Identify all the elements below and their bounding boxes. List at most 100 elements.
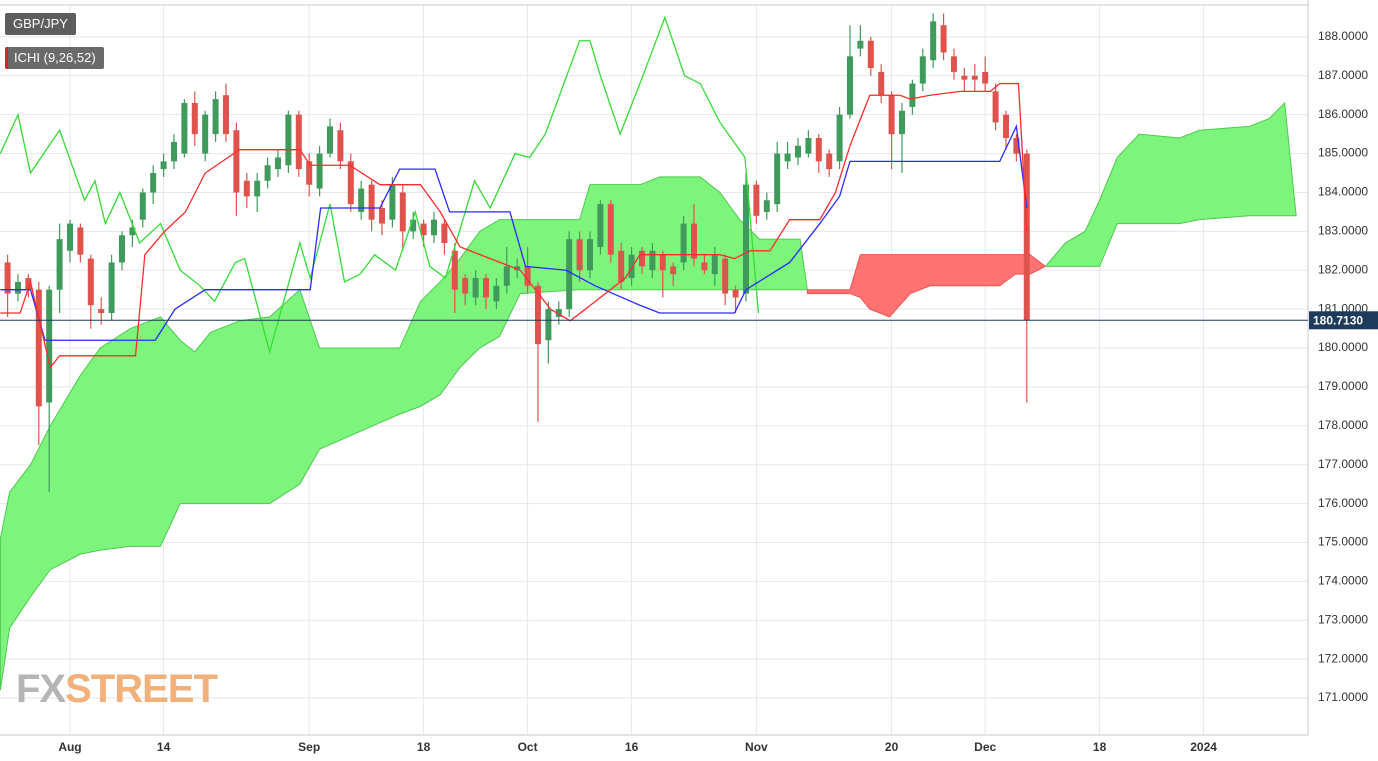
y-tick-label: 188.0000 <box>1318 29 1368 43</box>
candle-body <box>888 95 895 135</box>
candle-body <box>566 239 573 310</box>
candle-body <box>836 114 843 162</box>
candle-body <box>306 161 313 185</box>
y-tick-label: 182.0000 <box>1318 262 1368 276</box>
candle-body <box>815 138 822 162</box>
candle-body <box>1023 153 1030 321</box>
candle-body <box>659 254 666 271</box>
candle-body <box>316 153 323 189</box>
watermark-suffix: STREET <box>65 667 217 711</box>
candle-body <box>742 184 749 294</box>
cloud <box>1044 101 1297 267</box>
candle-body <box>961 75 968 80</box>
candle-body <box>399 192 406 232</box>
candle-body <box>326 126 333 154</box>
candle-body <box>77 227 84 255</box>
y-tick-label: 185.0000 <box>1318 146 1368 160</box>
x-tick-label: 20 <box>885 740 899 754</box>
candle-body <box>202 114 209 154</box>
candle-body <box>857 40 864 49</box>
candle-body <box>597 204 604 247</box>
x-tick-label: Dec <box>974 740 996 754</box>
cloud <box>806 254 1047 318</box>
candle-body <box>711 254 718 275</box>
candle-body <box>950 56 957 72</box>
candle-body <box>576 239 583 271</box>
candle-body <box>618 250 625 282</box>
candle-body <box>66 223 73 251</box>
candle-body <box>763 200 770 212</box>
y-tick-label: 178.0000 <box>1318 418 1368 432</box>
candle-body <box>98 309 105 314</box>
x-tick-label: 2024 <box>1190 740 1217 754</box>
candle-body <box>181 103 188 154</box>
y-tick-label: 176.0000 <box>1318 496 1368 510</box>
candle-body <box>35 289 42 407</box>
candle-body <box>545 309 552 341</box>
y-tick-label: 174.0000 <box>1318 574 1368 588</box>
candle-body <box>472 278 479 298</box>
candle-body <box>337 130 344 162</box>
x-tick-label: 18 <box>1093 740 1107 754</box>
candle-body <box>555 309 562 317</box>
candle-body <box>14 281 21 294</box>
y-tick-label: 180.0000 <box>1318 340 1368 354</box>
candle-body <box>4 262 11 294</box>
candle-body <box>514 266 521 271</box>
y-tick-label: 179.0000 <box>1318 379 1368 393</box>
candle-body <box>503 266 510 286</box>
y-tick-label: 173.0000 <box>1318 612 1368 626</box>
candle-body <box>358 188 365 212</box>
candle-body <box>264 165 271 181</box>
y-tick-label: 171.0000 <box>1318 690 1368 704</box>
candle-body <box>233 130 240 193</box>
x-tick-label: 18 <box>417 740 431 754</box>
candle-body <box>108 262 115 314</box>
symbol-label: GBP/JPY <box>5 13 76 35</box>
candle-body <box>628 254 635 279</box>
candle-body <box>1002 114 1009 139</box>
indicator-label: ICHI (9,26,52) <box>5 47 104 69</box>
candle-body <box>524 266 531 286</box>
candle-body <box>1013 138 1020 154</box>
candle-body <box>462 278 469 294</box>
candle-body <box>368 184 375 220</box>
y-tick-label: 187.0000 <box>1318 68 1368 82</box>
x-tick-label: Oct <box>518 740 538 754</box>
indicator-line <box>0 82 1028 369</box>
y-tick-label: 184.0000 <box>1318 185 1368 199</box>
candle-body <box>826 153 833 170</box>
y-tick-label: 175.0000 <box>1318 535 1368 549</box>
candle-body <box>992 91 999 123</box>
candle-body <box>940 25 947 53</box>
candle-body <box>378 208 385 224</box>
candle-body <box>389 184 396 220</box>
candle-body <box>191 103 198 135</box>
candle-body <box>670 266 677 275</box>
last-price-label: 180.7130 <box>1313 313 1363 327</box>
candle-body <box>638 250 645 267</box>
candle-body <box>160 161 167 170</box>
candle-body <box>46 289 53 403</box>
candle-body <box>909 83 916 107</box>
indicator-line <box>0 124 1028 341</box>
candle-body <box>25 278 32 290</box>
candle-body <box>784 153 791 162</box>
x-tick-label: 16 <box>625 740 639 754</box>
candle-body <box>867 40 874 69</box>
y-tick-label: 177.0000 <box>1318 457 1368 471</box>
candle-body <box>274 157 281 170</box>
candle-body <box>347 161 354 205</box>
candle-body <box>680 223 687 263</box>
candle-body <box>243 180 250 197</box>
candle-body <box>56 239 63 290</box>
indicator-line <box>0 15 760 355</box>
candle-body <box>971 75 978 80</box>
candle-body <box>534 285 541 345</box>
candle-body <box>607 204 614 255</box>
x-tick-label: Aug <box>58 740 81 754</box>
candle-body <box>930 21 937 61</box>
candle-body <box>878 71 885 96</box>
last-price-box <box>1309 311 1378 330</box>
